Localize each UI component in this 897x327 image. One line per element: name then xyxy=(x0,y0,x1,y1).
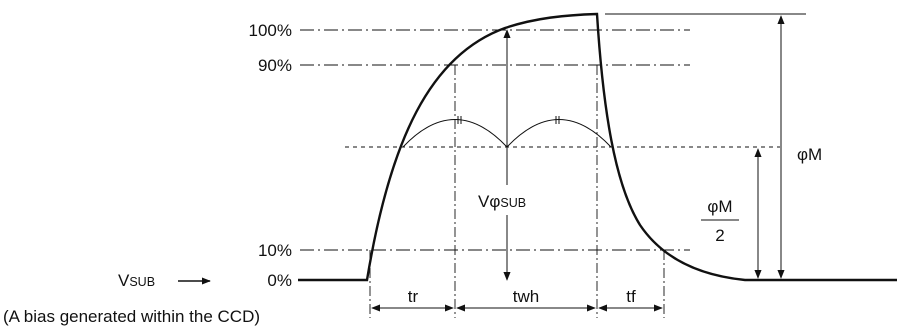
phim-half-denominator: 2 xyxy=(715,226,724,245)
tick-marks xyxy=(457,116,560,124)
level-label-90: 90% xyxy=(258,56,292,75)
vsub-signal-label: VSUB xyxy=(118,271,155,290)
bias-note: (A bias generated within the CCD) xyxy=(3,307,260,326)
level-label-10: 10% xyxy=(258,241,292,260)
level-label-0: 0% xyxy=(267,271,292,290)
level-lines xyxy=(300,29,690,251)
vphisub-v: V xyxy=(478,192,490,211)
level-label-100: 100% xyxy=(249,21,292,40)
twh-label: twh xyxy=(513,287,539,306)
vphisub-phi: φ xyxy=(489,192,500,211)
arc-left xyxy=(402,119,508,148)
projection-lines xyxy=(369,65,665,318)
phim-half-numerator: φM xyxy=(707,197,732,216)
pulse-waveform xyxy=(298,12,897,282)
tr-label: tr xyxy=(408,287,419,306)
tf-label: tf xyxy=(626,287,636,306)
vsub-signal-v: V xyxy=(118,271,130,290)
vphisub-sub: SUB xyxy=(500,196,526,210)
vphisub-label: VφSUB xyxy=(478,192,526,211)
vsub-signal-sub: SUB xyxy=(129,275,155,289)
phim-label: φM xyxy=(797,145,822,164)
